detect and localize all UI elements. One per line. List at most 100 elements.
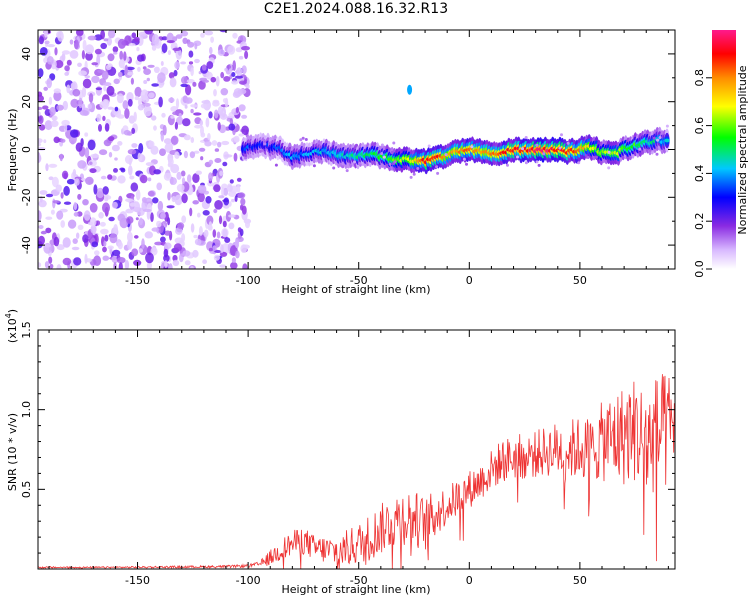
noise-cell — [192, 200, 199, 205]
noise-cell — [237, 227, 242, 233]
noise-cell — [107, 30, 116, 39]
noise-cell — [100, 42, 107, 50]
noise-cell — [234, 75, 244, 79]
noise-cell — [66, 84, 71, 94]
noise-cell — [665, 124, 669, 128]
noise-cell — [49, 106, 56, 116]
noise-cell — [128, 115, 136, 124]
noise-cell — [648, 148, 652, 152]
noise-cell — [208, 172, 213, 182]
noise-cell — [222, 229, 228, 238]
noise-cell — [109, 233, 118, 244]
noise-cell — [123, 129, 131, 136]
noise-cell — [244, 156, 248, 160]
noise-cell — [96, 113, 102, 122]
noise-cell — [62, 237, 71, 248]
noise-cell — [114, 106, 119, 112]
noise-cell — [170, 115, 175, 119]
noise-cell — [205, 196, 212, 204]
noise-cell — [175, 116, 184, 125]
spectrogram-x-axis-title: Height of straight line (km) — [281, 283, 430, 296]
noise-cell — [62, 257, 72, 266]
noise-cell — [151, 34, 160, 45]
noise-cell — [38, 235, 45, 246]
noise-cell — [146, 203, 153, 214]
noise-cell — [412, 172, 416, 176]
noise-cell — [144, 231, 153, 239]
noise-cell — [38, 147, 46, 151]
noise-cell — [48, 163, 58, 168]
noise-cell — [39, 190, 48, 195]
noise-cell — [60, 220, 65, 228]
noise-cell — [93, 184, 98, 195]
noise-cell — [226, 64, 232, 69]
noise-cell — [355, 143, 358, 147]
noise-cell — [199, 119, 203, 126]
noise-cell — [166, 40, 175, 44]
noise-cell — [223, 204, 230, 209]
noise-cell — [143, 208, 152, 213]
noise-cell — [189, 151, 196, 159]
snr-multiplier: (x104) — [4, 309, 19, 343]
noise-cell — [127, 71, 134, 76]
noise-cell — [190, 67, 194, 77]
noise-cell — [332, 166, 336, 170]
noise-cell — [174, 121, 178, 130]
noise-cell — [122, 100, 129, 110]
noise-cell — [108, 216, 115, 222]
noise-cell — [436, 171, 440, 175]
noise-cell — [139, 217, 143, 226]
noise-cell — [214, 250, 222, 253]
y-tick-label: 1.5 — [20, 321, 33, 339]
noise-cell — [153, 125, 157, 131]
noise-cell — [185, 97, 193, 104]
noise-cell — [168, 97, 175, 103]
noise-cell — [61, 119, 70, 126]
noise-cell — [220, 88, 229, 96]
noise-cell — [173, 243, 182, 252]
noise-cell — [46, 78, 52, 89]
noise-cell — [201, 100, 210, 104]
noise-cell — [45, 227, 52, 234]
noise-cell — [229, 118, 234, 126]
noise-cell — [188, 50, 194, 58]
noise-cell — [43, 30, 48, 38]
noise-cell — [200, 103, 207, 109]
noise-cell — [38, 36, 45, 45]
noise-cell — [345, 169, 349, 173]
noise-cell — [194, 42, 198, 50]
noise-cell — [126, 216, 134, 224]
noise-cell — [82, 39, 87, 51]
noise-cell — [38, 111, 41, 117]
noise-cell — [219, 251, 228, 257]
noise-cell — [146, 77, 150, 82]
noise-cell — [102, 246, 107, 253]
spectrogram-y-ticks: -40 -20 0 20 40 — [20, 29, 675, 270]
noise-cell — [87, 35, 97, 41]
noise-cell — [465, 162, 468, 166]
noise-cell — [45, 216, 53, 220]
x-tick-label: -100 — [236, 574, 261, 587]
noise-cell — [194, 238, 202, 246]
noise-cell — [160, 131, 164, 142]
noise-cell — [88, 93, 94, 103]
noise-cell — [200, 32, 205, 38]
noise-cell — [218, 215, 223, 225]
noise-cell — [175, 98, 180, 109]
noise-cell — [38, 262, 42, 268]
noise-cell — [228, 201, 232, 207]
noise-cell — [134, 86, 142, 98]
noise-cell — [128, 165, 133, 176]
noise-cell — [78, 70, 87, 76]
y-tick-label: 0.5 — [20, 481, 33, 499]
noise-cell — [160, 236, 166, 243]
noise-cell — [156, 220, 162, 228]
noise-cell — [204, 140, 212, 147]
noise-cell — [124, 64, 128, 75]
noise-cell — [160, 212, 166, 220]
noise-cell — [117, 71, 123, 78]
noise-cell — [70, 82, 76, 90]
noise-cell — [183, 150, 188, 159]
noise-cell — [210, 76, 217, 83]
